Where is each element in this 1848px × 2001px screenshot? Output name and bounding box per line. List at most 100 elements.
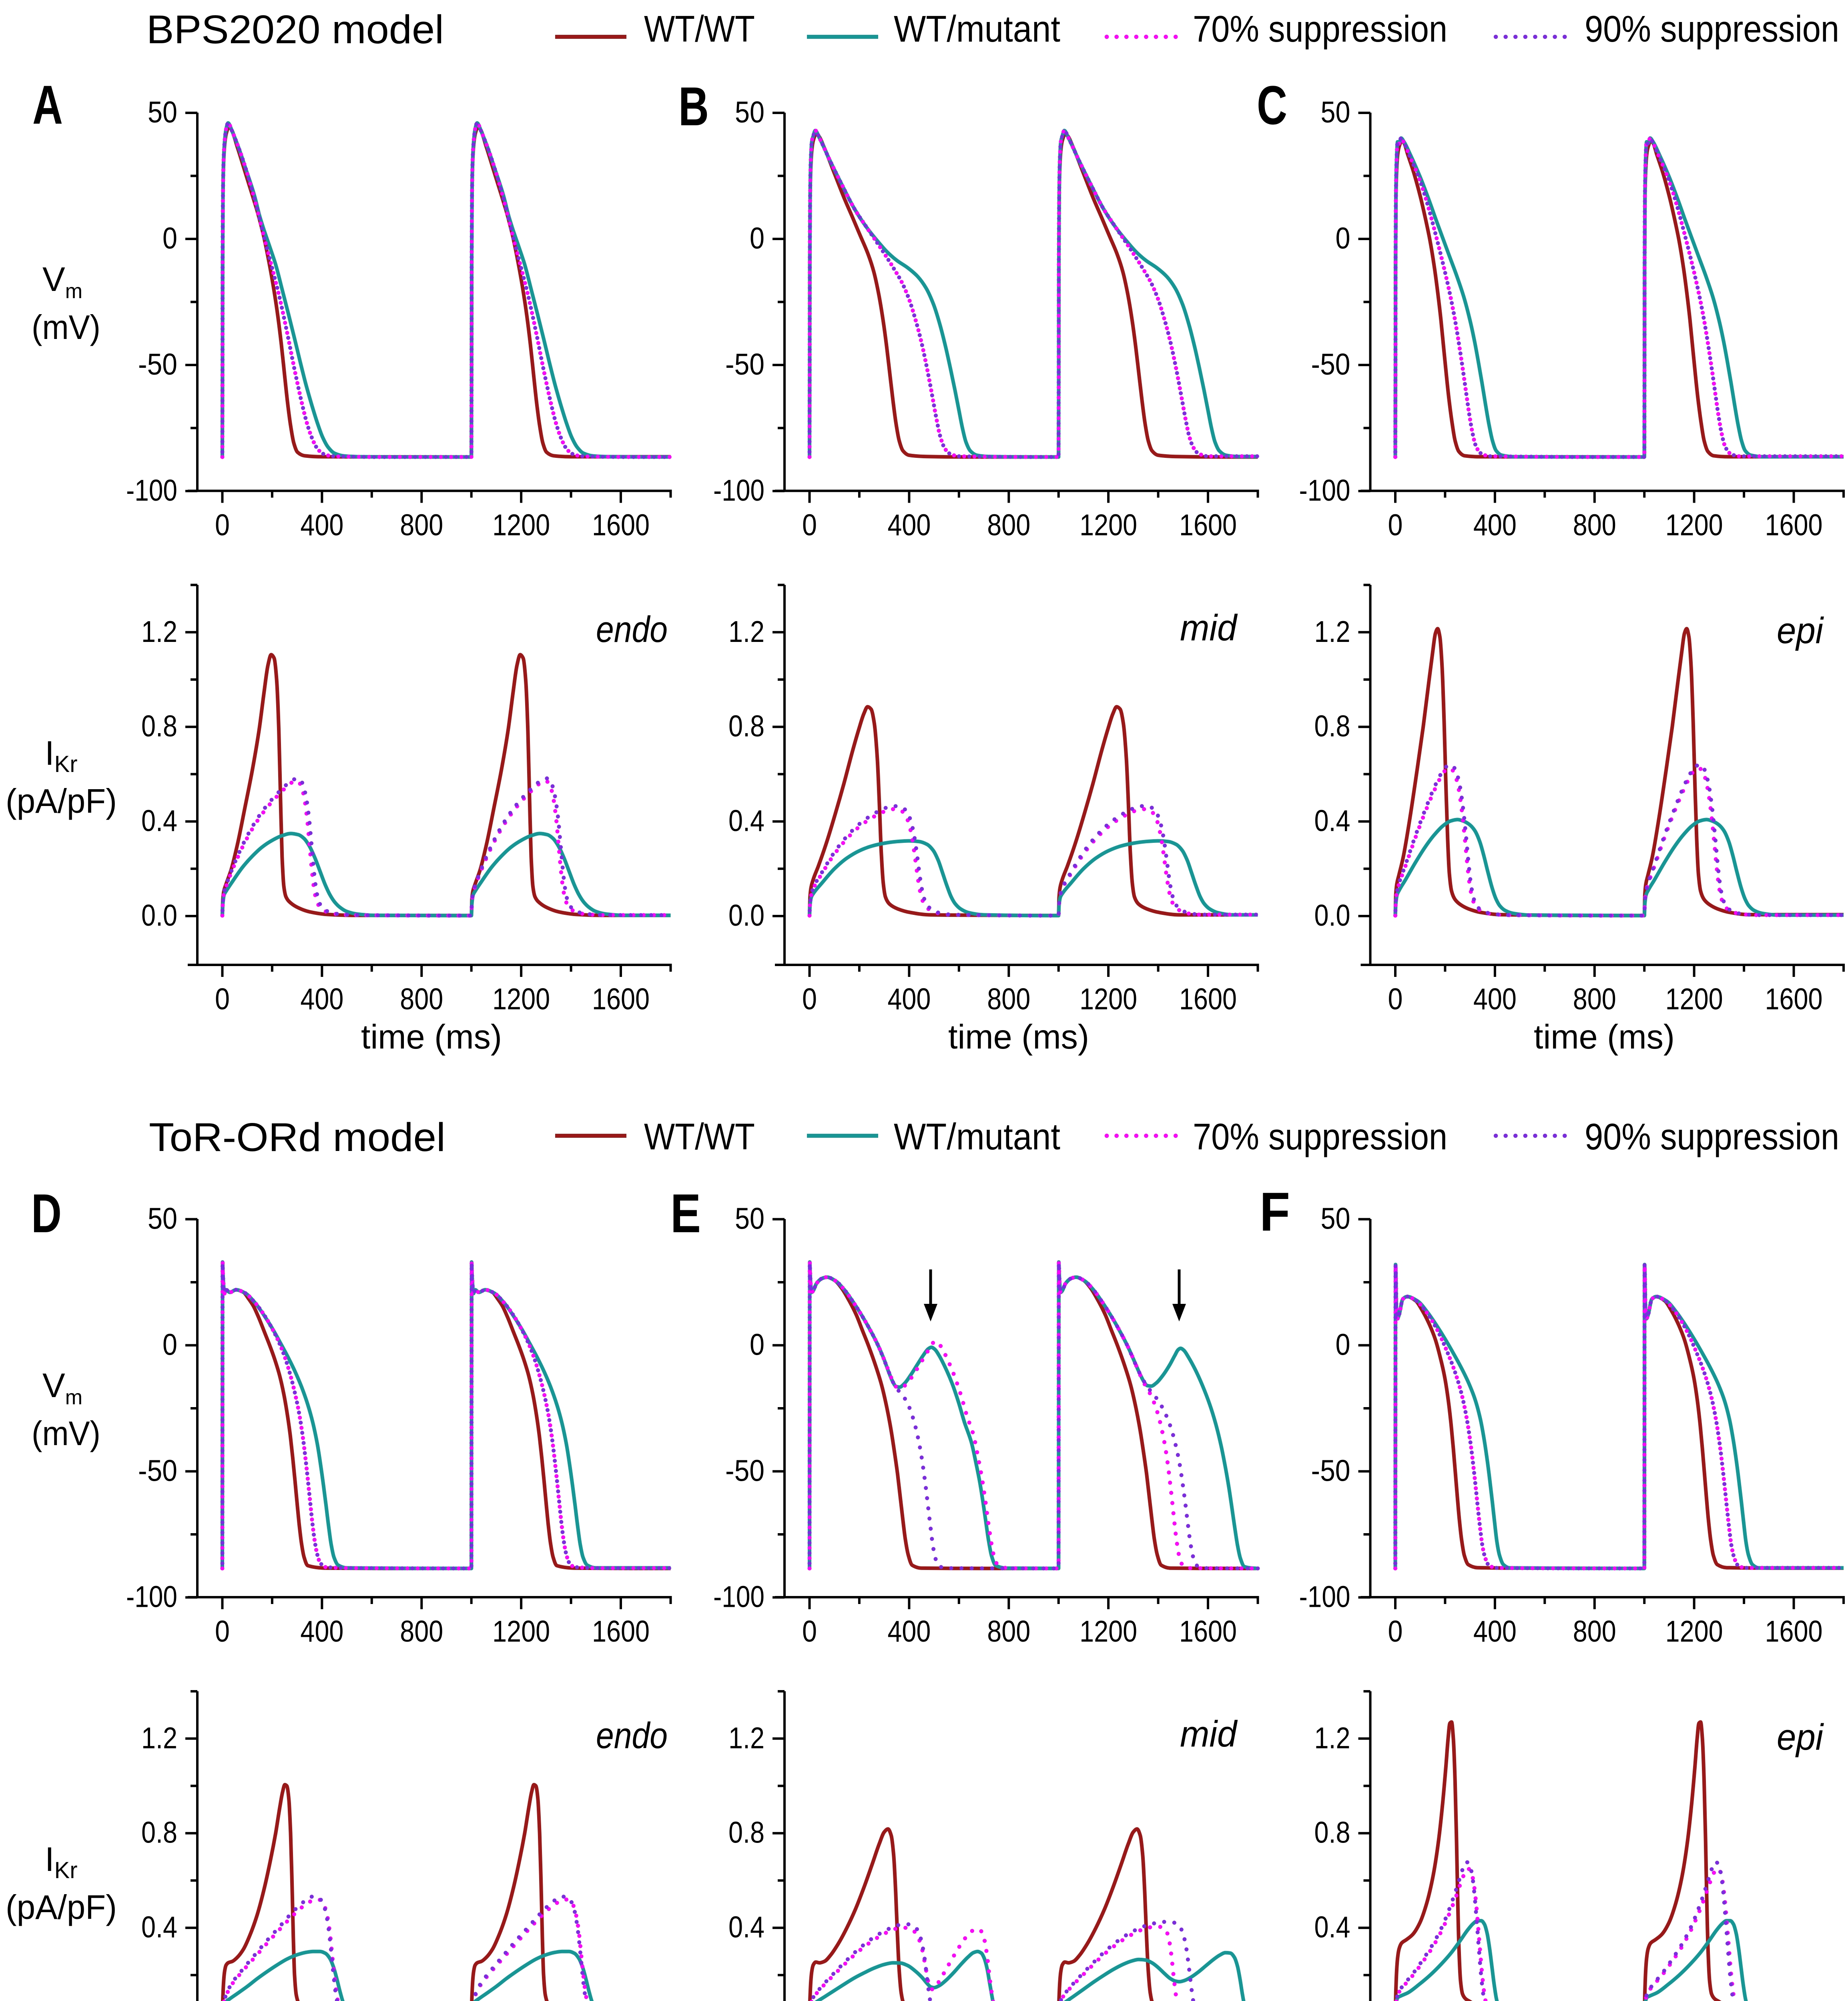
svg-text:(mV): (mV) <box>32 1415 100 1453</box>
svg-text:time (ms): time (ms) <box>1534 1018 1675 1056</box>
svg-text:50: 50 <box>1321 95 1350 129</box>
svg-text:1600: 1600 <box>1765 982 1823 1016</box>
svg-text:-100: -100 <box>1299 473 1350 507</box>
svg-text:-50: -50 <box>725 347 764 381</box>
svg-text:1600: 1600 <box>592 982 650 1016</box>
svg-text:0: 0 <box>215 982 230 1016</box>
svg-text:mid: mid <box>1180 1714 1238 1754</box>
svg-text:WT/mutant: WT/mutant <box>894 1116 1060 1157</box>
svg-text:70% suppression: 70% suppression <box>1193 1116 1447 1157</box>
svg-text:1200: 1200 <box>1080 1614 1137 1648</box>
svg-text:1200: 1200 <box>492 508 550 542</box>
svg-text:50: 50 <box>1321 1202 1350 1235</box>
svg-text:0: 0 <box>163 1328 177 1361</box>
svg-text:1200: 1200 <box>1080 982 1137 1016</box>
svg-text:(pA/pF): (pA/pF) <box>6 1889 117 1927</box>
svg-text:C: C <box>1257 75 1287 136</box>
svg-text:-50: -50 <box>138 1454 177 1488</box>
svg-text:1200: 1200 <box>1080 508 1137 542</box>
svg-text:D: D <box>31 1183 62 1244</box>
svg-text:0.0: 0.0 <box>728 898 764 932</box>
svg-text:E: E <box>670 1183 701 1244</box>
svg-text:1600: 1600 <box>1179 982 1237 1016</box>
svg-text:1200: 1200 <box>1665 1614 1723 1648</box>
svg-text:800: 800 <box>1573 982 1616 1016</box>
svg-text:1600: 1600 <box>1179 1614 1237 1648</box>
svg-text:0.0: 0.0 <box>141 898 177 932</box>
svg-text:B: B <box>678 76 709 137</box>
svg-text:0.4: 0.4 <box>1314 804 1350 838</box>
svg-text:800: 800 <box>987 508 1030 542</box>
svg-text:0.8: 0.8 <box>1314 709 1350 743</box>
svg-text:400: 400 <box>300 508 343 542</box>
svg-text:-100: -100 <box>1299 1580 1350 1614</box>
svg-text:-50: -50 <box>138 347 177 381</box>
svg-text:50: 50 <box>735 1202 764 1235</box>
svg-text:1.2: 1.2 <box>1314 615 1350 648</box>
svg-text:1.2: 1.2 <box>141 615 177 648</box>
svg-text:0: 0 <box>215 1614 230 1648</box>
svg-text:1600: 1600 <box>1765 508 1823 542</box>
svg-text:0.0: 0.0 <box>1314 898 1350 932</box>
svg-text:0.8: 0.8 <box>728 1816 764 1849</box>
svg-text:0.4: 0.4 <box>728 804 764 838</box>
svg-text:1.2: 1.2 <box>141 1721 177 1754</box>
svg-text:1200: 1200 <box>492 982 550 1016</box>
svg-text:50: 50 <box>148 1202 177 1235</box>
svg-text:400: 400 <box>887 1614 931 1648</box>
svg-text:1.2: 1.2 <box>728 615 764 648</box>
svg-text:endo: endo <box>596 1715 668 1756</box>
svg-text:1600: 1600 <box>1179 508 1237 542</box>
svg-text:50: 50 <box>735 95 764 129</box>
svg-text:800: 800 <box>400 508 443 542</box>
svg-text:0: 0 <box>750 221 764 255</box>
svg-text:(mV): (mV) <box>32 309 100 347</box>
svg-text:-50: -50 <box>1311 347 1350 381</box>
svg-text:400: 400 <box>300 982 343 1016</box>
svg-text:A: A <box>32 74 63 136</box>
svg-text:400: 400 <box>1473 982 1517 1016</box>
svg-text:1200: 1200 <box>1665 508 1723 542</box>
svg-text:1.2: 1.2 <box>728 1721 764 1754</box>
svg-text:time (ms): time (ms) <box>361 1018 502 1056</box>
svg-text:0.4: 0.4 <box>141 1910 177 1944</box>
svg-text:400: 400 <box>887 982 931 1016</box>
svg-text:0: 0 <box>750 1328 764 1361</box>
svg-text:1600: 1600 <box>592 508 650 542</box>
svg-text:90% suppression: 90% suppression <box>1585 8 1839 50</box>
svg-text:0.8: 0.8 <box>141 1816 177 1849</box>
svg-text:50: 50 <box>148 95 177 129</box>
svg-text:800: 800 <box>987 1614 1030 1648</box>
svg-text:400: 400 <box>1473 508 1517 542</box>
svg-text:800: 800 <box>1573 1614 1616 1648</box>
svg-text:(pA/pF): (pA/pF) <box>6 782 117 820</box>
svg-text:400: 400 <box>1473 1614 1517 1648</box>
svg-text:mid: mid <box>1180 608 1238 648</box>
svg-text:epi: epi <box>1777 610 1824 651</box>
svg-text:0: 0 <box>163 221 177 255</box>
svg-text:-50: -50 <box>1311 1454 1350 1488</box>
svg-text:-50: -50 <box>725 1454 764 1488</box>
svg-text:0.4: 0.4 <box>728 1910 764 1944</box>
svg-text:0: 0 <box>802 982 817 1016</box>
svg-text:0: 0 <box>802 1614 817 1648</box>
svg-text:90% suppression: 90% suppression <box>1585 1116 1839 1157</box>
svg-text:1200: 1200 <box>492 1614 550 1648</box>
svg-text:800: 800 <box>1573 508 1616 542</box>
svg-text:800: 800 <box>400 982 443 1016</box>
svg-text:400: 400 <box>300 1614 343 1648</box>
svg-text:WT/mutant: WT/mutant <box>894 8 1060 50</box>
svg-text:time (ms): time (ms) <box>948 1018 1089 1056</box>
svg-text:0: 0 <box>215 508 230 542</box>
svg-text:0.4: 0.4 <box>141 804 177 838</box>
svg-text:800: 800 <box>400 1614 443 1648</box>
svg-text:0: 0 <box>1336 221 1350 255</box>
svg-text:1200: 1200 <box>1665 982 1723 1016</box>
svg-text:400: 400 <box>887 508 931 542</box>
svg-text:0: 0 <box>802 508 817 542</box>
svg-text:0: 0 <box>1388 508 1403 542</box>
svg-text:0.8: 0.8 <box>728 709 764 743</box>
svg-text:0.8: 0.8 <box>1314 1816 1350 1849</box>
svg-text:1600: 1600 <box>1765 1614 1823 1648</box>
svg-text:ToR-ORd model: ToR-ORd model <box>149 1115 445 1160</box>
